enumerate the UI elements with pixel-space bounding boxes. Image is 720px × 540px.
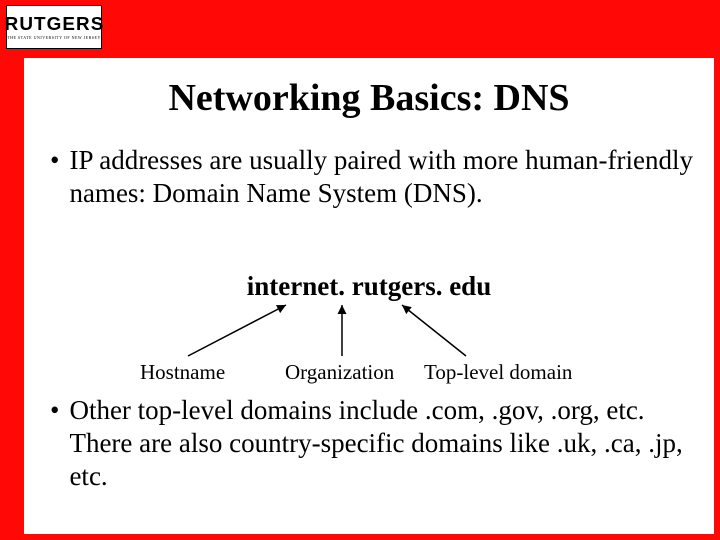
logo-subtext: THE STATE UNIVERSITY OF NEW JERSEY	[7, 35, 101, 40]
bullet-2: • Other top-level domains include .com, …	[44, 394, 694, 493]
arrow-tld-line	[402, 305, 466, 356]
bullet-mark-icon: •	[50, 394, 59, 493]
logo: RUTGERS THE STATE UNIVERSITY OF NEW JERS…	[6, 5, 102, 49]
label-tld: Top-level domain	[424, 360, 572, 385]
slide-body: Networking Basics: DNS • IP addresses ar…	[24, 58, 714, 534]
label-hostname: Hostname	[140, 360, 225, 385]
label-organization: Organization	[285, 360, 394, 385]
bullet-2-text: Other top-level domains include .com, .g…	[69, 394, 694, 493]
logo-text: RUTGERS	[4, 15, 104, 33]
